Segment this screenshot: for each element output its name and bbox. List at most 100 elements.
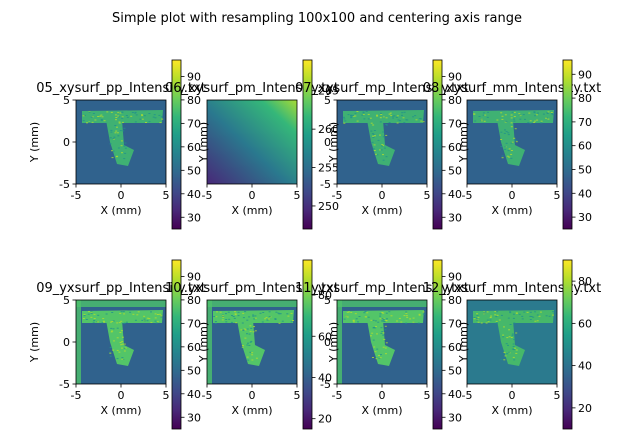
x-tick-label: 0 — [509, 389, 516, 402]
colorbar-tick-label: 80 — [578, 275, 592, 288]
colorbar-tick-label: 20 — [578, 402, 592, 415]
colorbar-tick-label: 90 — [448, 70, 462, 83]
colorbar-tick-label: 80 — [578, 92, 592, 105]
subplot-title: 08_xysurf_mm_Intensity.txt — [423, 81, 601, 96]
x-tick-label: 0 — [379, 389, 386, 402]
colorbar-tick-label: 80 — [187, 94, 201, 107]
subplot-3: -5 0 5 -5 0 5 X (mm) Y (mm) 07_xysurf_mp_Intensi… — [295, 59, 469, 230]
subplot-5: -5 0 5 -5 0 5 X (mm) Y (mm) 09_yxsurf_pp_Intensi… — [28, 259, 206, 430]
colorbar-tick-label: 50 — [187, 364, 201, 377]
y-tick-label: 0 — [324, 336, 331, 349]
heatmap-fill — [207, 100, 297, 184]
colorbar-tick-label: 30 — [187, 211, 201, 224]
x-tick-label: 5 — [424, 189, 431, 202]
y-axis-label: Y (mm) — [457, 322, 470, 363]
y-axis-label: Y (mm) — [28, 122, 41, 163]
subplot-6: -5 0 5 X (mm) Y (mm) 10_yxsurf_pm_Intensity.t… — [165, 259, 339, 430]
colorbar-tick-label: 40 — [578, 187, 592, 200]
x-tick-label: 5 — [554, 389, 561, 402]
colorbar-tick-label: 80 — [187, 294, 201, 307]
colorbar-tick-label: 40 — [187, 388, 201, 401]
x-axis-label: X (mm) — [491, 404, 532, 417]
subplot-1: -5 0 5 -5 0 5 X (mm) Y (mm) 05_xysurf_pp_Intensi… — [28, 59, 206, 230]
colorbar-tick-label: 70 — [187, 117, 201, 130]
colorbar — [432, 259, 443, 430]
subplot-title: 05_xysurf_pp_Intensity.txt — [36, 81, 206, 96]
colorbar-tick-label: 50 — [187, 164, 201, 177]
colorbar-tick-label: 90 — [578, 68, 592, 81]
subplot-title: 09_yxsurf_pp_Intensity.txt — [36, 281, 206, 296]
subplot-8: -5 0 5 X (mm) Y (mm) 12_yxsurf_mm_Intensity.t… — [423, 259, 601, 430]
colorbar-tick-label: 80 — [448, 94, 462, 107]
colorbar-tick-label: 30 — [187, 411, 201, 424]
y-axis-label: Y (mm) — [457, 122, 470, 163]
subplot-title: 12_yxsurf_mm_Intensity.txt — [423, 281, 601, 296]
y-axis-label: Y (mm) — [327, 122, 340, 163]
colorbar-tick-label: 60 — [187, 341, 201, 354]
colorbar-tick-label: 60 — [448, 141, 462, 154]
colorbar-tick-label: 90 — [448, 270, 462, 283]
colorbar-tick-label: 80 — [318, 289, 332, 302]
colorbar-tick-label: 90 — [187, 70, 201, 83]
x-tick-label: 5 — [294, 189, 301, 202]
x-tick-label: 5 — [163, 389, 170, 402]
heatmap-t-shape — [343, 110, 425, 166]
y-tick-label: 0 — [63, 336, 70, 349]
colorbar-tick-label: 60 — [187, 141, 201, 154]
x-axis-label: X (mm) — [100, 404, 141, 417]
heatmap-edge-band — [76, 300, 81, 384]
colorbar-tick-label: 255 — [318, 162, 339, 175]
y-tick-label: -5 — [59, 178, 70, 191]
colorbar — [562, 259, 573, 430]
colorbar-tick-label: 60 — [318, 330, 332, 343]
y-axis-label: Y (mm) — [197, 322, 210, 363]
colorbar-tick-label: 265 — [318, 85, 339, 98]
y-tick-label: 5 — [324, 294, 331, 307]
y-tick-label: 0 — [324, 136, 331, 149]
heatmap-t-shape — [473, 110, 554, 166]
colorbar-tick-label: 40 — [448, 188, 462, 201]
colorbar-tick-label: 40 — [578, 360, 592, 373]
x-axis-label: X (mm) — [231, 204, 272, 217]
heatmap-t-shape — [343, 310, 425, 366]
heatmap-t-shape — [82, 110, 164, 166]
figure-suptitle: Simple plot with resampling 100x100 and … — [112, 11, 522, 26]
colorbar-tick-label: 250 — [318, 200, 339, 213]
x-tick-label: -5 — [332, 389, 343, 402]
subplot-title: 10_yxsurf_pm_Intensity.txt — [165, 281, 339, 296]
x-tick-label: 5 — [424, 389, 431, 402]
colorbar-tick-label: 50 — [448, 364, 462, 377]
y-tick-label: -5 — [59, 378, 70, 391]
colorbar-tick-label: 70 — [448, 317, 462, 330]
heatmap-t-shape — [473, 310, 555, 366]
colorbar-tick-label: 60 — [578, 317, 592, 330]
x-tick-label: -5 — [71, 189, 82, 202]
y-tick-label: -5 — [320, 378, 331, 391]
colorbar-tick-label: 60 — [448, 341, 462, 354]
colorbar — [302, 259, 313, 430]
colorbar-tick-label: 30 — [448, 411, 462, 424]
colorbar-tick-label: 260 — [318, 123, 339, 136]
y-axis-label: Y (mm) — [197, 122, 210, 163]
colorbar-tick-label: 40 — [318, 371, 332, 384]
colorbar-tick-label: 30 — [578, 211, 592, 224]
colorbar-tick-label: 70 — [187, 317, 201, 330]
y-tick-label: 5 — [63, 294, 70, 307]
colorbar-tick-label: 30 — [448, 211, 462, 224]
colorbar — [171, 59, 182, 230]
x-tick-label: -5 — [202, 189, 213, 202]
colorbar — [432, 59, 443, 230]
subplot-4: -5 0 5 X (mm) Y (mm) 08_xysurf_mm_Intensity.t… — [423, 59, 601, 230]
x-tick-label: 0 — [249, 389, 256, 402]
x-tick-label: -5 — [332, 189, 343, 202]
heatmap-edge-band — [207, 300, 212, 384]
colorbar-tick-label: 40 — [187, 188, 201, 201]
colorbar — [171, 259, 182, 430]
x-tick-label: -5 — [462, 389, 473, 402]
subplot-2: -5 0 5 X (mm) Y (mm) 06_xysurf_pm_Intensity.t… — [165, 59, 339, 230]
colorbar-tick-label: 50 — [578, 163, 592, 176]
x-axis-label: X (mm) — [361, 204, 402, 217]
x-tick-label: 0 — [509, 189, 516, 202]
x-tick-label: 0 — [118, 189, 125, 202]
